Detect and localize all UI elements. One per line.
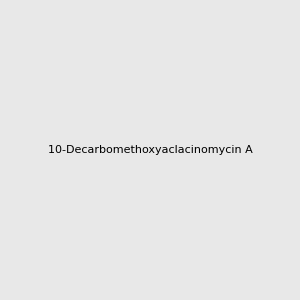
Text: 10-Decarbomethoxyaclacinomycin A: 10-Decarbomethoxyaclacinomycin A (48, 145, 252, 155)
